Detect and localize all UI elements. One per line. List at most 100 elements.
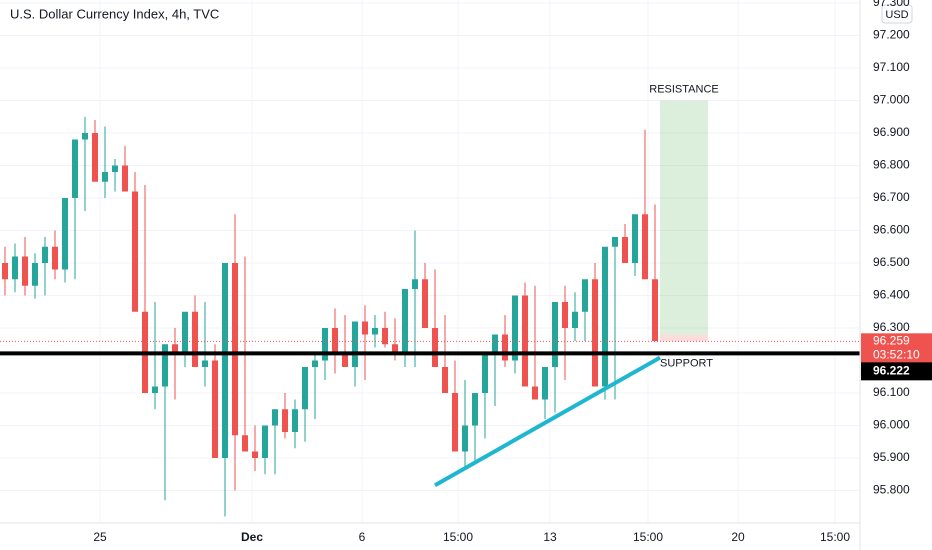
candle-body	[292, 409, 298, 432]
resistance-label: RESISTANCE	[649, 83, 718, 95]
support-price-box	[861, 362, 932, 381]
currency-box[interactable]	[881, 4, 913, 24]
candle-body	[382, 328, 388, 345]
candle-body	[102, 172, 108, 182]
candle-body	[42, 246, 48, 263]
candle-body	[272, 409, 278, 426]
candle-body	[452, 393, 458, 452]
candle-body	[72, 139, 78, 198]
candle-body	[242, 435, 248, 452]
candle-body	[112, 165, 118, 172]
candle-body	[512, 295, 518, 361]
y-tick-label: 95.900	[873, 450, 910, 464]
candle-body	[542, 367, 548, 400]
candle-body	[562, 302, 568, 328]
candle-body	[602, 246, 608, 387]
x-tick-label: 15:00	[820, 530, 850, 544]
candle-body	[392, 344, 398, 354]
x-tick-label: 15:00	[443, 530, 473, 544]
x-tick-label: 25	[93, 530, 107, 544]
y-tick-label: 97.100	[873, 60, 910, 74]
candle-body	[302, 367, 308, 410]
candle-body	[152, 386, 158, 393]
candle-body	[332, 328, 338, 354]
y-tick-label: 95.800	[873, 483, 910, 497]
target-zone	[660, 100, 708, 335]
candle-body	[322, 328, 328, 361]
candle-body	[252, 451, 258, 458]
candle-body	[162, 344, 168, 387]
candle-body	[402, 289, 408, 354]
candle-body	[32, 263, 38, 286]
last-price-box	[861, 333, 932, 364]
y-tick-label: 96.500	[873, 255, 910, 269]
candle-body	[212, 360, 218, 458]
candle-body	[182, 311, 188, 354]
candle-body	[22, 256, 28, 286]
candle-body	[442, 367, 448, 393]
y-tick-label: 96.600	[873, 223, 910, 237]
candle-body	[492, 334, 498, 354]
candle-body	[282, 409, 288, 432]
y-tick-label: 96.900	[873, 125, 910, 139]
x-tick-label: 6	[359, 530, 366, 544]
stop-zone	[660, 334, 708, 342]
candle-body	[532, 386, 538, 400]
candle-body	[432, 328, 438, 367]
support-label: SUPPORT	[660, 357, 713, 369]
candle-body	[592, 279, 598, 387]
candle-body	[412, 279, 418, 289]
candle-body	[122, 165, 128, 192]
x-tick-label: 20	[731, 530, 745, 544]
y-tick-label: 97.000	[873, 93, 910, 107]
y-tick-label: 96.000	[873, 418, 910, 432]
y-tick-label: 96.700	[873, 190, 910, 204]
candle-body	[622, 237, 628, 263]
candle-body	[572, 311, 578, 328]
trendline	[434, 355, 661, 488]
candle-body	[642, 214, 648, 280]
x-tick-label: 13	[543, 530, 557, 544]
candle-body	[82, 133, 88, 140]
candle-body	[342, 354, 348, 367]
candle-body	[62, 198, 68, 270]
candle-body	[462, 425, 468, 452]
candle-body	[202, 360, 208, 367]
candle-body	[222, 263, 228, 458]
last-price: 96.259	[873, 333, 910, 347]
support-price: 96.222	[873, 364, 910, 378]
x-tick-label: Dec	[241, 530, 263, 544]
y-tick-label: 96.300	[873, 320, 910, 334]
y-tick-label: 96.100	[873, 385, 910, 399]
candle-body	[612, 237, 618, 247]
candle-body	[582, 279, 588, 312]
y-tick-label: 97.300	[873, 0, 910, 9]
candle-body	[232, 263, 238, 436]
candle-body	[362, 321, 368, 335]
candle-body	[652, 279, 658, 341]
y-tick-label: 96.800	[873, 158, 910, 172]
candle-body	[502, 334, 508, 361]
y-tick-label: 97.200	[873, 28, 910, 42]
countdown: 03:52:10	[873, 347, 920, 361]
candle-body	[352, 321, 358, 367]
chart-title: U.S. Dollar Currency Index, 4h, TVC	[10, 6, 219, 21]
candle-body	[132, 191, 138, 312]
currency[interactable]: USD	[885, 9, 908, 21]
candle-body	[632, 214, 638, 263]
candle-body	[482, 354, 488, 393]
candle-body	[372, 328, 378, 335]
candle-body	[92, 133, 98, 182]
candle-body	[472, 393, 478, 426]
candle-body	[552, 302, 558, 367]
x-tick-label: 15:00	[633, 530, 663, 544]
candle-body	[422, 279, 428, 328]
candle-body	[192, 311, 198, 367]
y-tick-label: 96.400	[873, 288, 910, 302]
candle-body	[172, 344, 178, 354]
candle-body	[262, 425, 268, 458]
candle-body	[2, 263, 8, 280]
candle-body	[52, 246, 58, 270]
candle-body	[312, 360, 318, 367]
